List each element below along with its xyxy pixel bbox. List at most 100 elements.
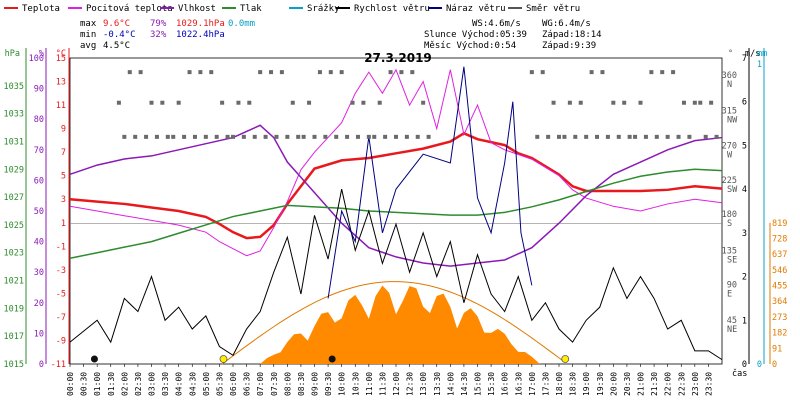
wind-direction-marker — [394, 134, 398, 139]
radiation-tick-label: 182 — [772, 329, 787, 339]
hum-tick-label: 90 — [34, 85, 44, 95]
x-tick-label: 05:30 — [215, 372, 224, 396]
stats-max-hum: 79% — [150, 19, 167, 29]
temp-tick-label: 3 — [61, 195, 66, 205]
hpa-tick-label: 1025 — [4, 221, 24, 231]
legend-label: Směr větru — [526, 4, 580, 14]
stats-block: max 9.6°C 79% 1029.1hPa 0.0mm min -0.4°C… — [80, 19, 602, 51]
x-tick-label: 20:30 — [623, 372, 632, 396]
hum-tick-label: 80 — [34, 115, 44, 125]
wind-direction-marker — [269, 70, 274, 75]
wind-direction-marker — [355, 134, 360, 139]
legend-label: Vlhkost — [178, 4, 216, 14]
wind-tick-label: 7 — [742, 54, 747, 64]
x-tick-label: 23:00 — [691, 372, 700, 396]
wind-direction-marker — [660, 70, 665, 75]
radiation-tick-label: 728 — [772, 234, 787, 244]
dir-tick-label: 360 — [722, 71, 737, 81]
legend-label: Pocitová teplota — [86, 4, 173, 14]
hpa-tick-label: 1015 — [4, 360, 24, 370]
wind-direction-marker — [301, 134, 306, 139]
temp-tick-label: 15 — [56, 54, 66, 64]
temp-tick-label: 7 — [61, 148, 66, 158]
wind-direction-marker — [529, 70, 534, 75]
x-tick-label: 17:30 — [541, 372, 550, 396]
wind-direction-marker — [383, 134, 388, 139]
legend-entry: Tlak — [222, 4, 262, 14]
x-tick-label: 07:00 — [256, 372, 265, 396]
x-tick-label: 22:30 — [677, 372, 686, 396]
wind-direction-marker — [595, 134, 600, 139]
hum-tick-label: 20 — [34, 299, 44, 309]
wind-direction-marker — [116, 100, 121, 105]
x-tick-label: 10:30 — [351, 372, 360, 396]
moonrise-marker — [90, 355, 98, 363]
wind-direction-marker — [567, 100, 572, 105]
series-line-pocitová-teplota — [69, 68, 723, 257]
wind-direction-marker — [247, 100, 252, 105]
stats-avg-temp: 4.5°C — [103, 41, 130, 51]
legend-entry: Náraz větru — [428, 4, 506, 14]
wind-direction-marker — [323, 134, 328, 139]
radiation-tick-label: 0 — [772, 360, 777, 370]
wind-tick-label: 0 — [742, 360, 747, 370]
wind-direction-marker — [149, 100, 154, 105]
dir-tick-label: S — [727, 219, 732, 229]
wind-direction-marker — [627, 134, 632, 139]
x-tick-label: 03:30 — [161, 372, 170, 396]
x-tick-label: 08:00 — [283, 372, 292, 396]
moonset-marker — [328, 355, 336, 363]
wind-direction-marker — [350, 100, 355, 105]
wind-direction-marker — [584, 134, 589, 139]
wind-tick-label: 2 — [742, 273, 747, 283]
wind-direction-marker — [388, 70, 393, 75]
wind-direction-marker — [285, 134, 290, 139]
temp-tick-label: -11 — [51, 360, 66, 370]
wind-tick-label: 3 — [742, 229, 747, 239]
wind-direction-marker — [328, 70, 333, 75]
hpa-tick-label: 1021 — [4, 277, 24, 287]
wind-direction-marker — [372, 134, 377, 139]
x-tick-label: 00:00 — [66, 372, 75, 396]
legend-entry: Směr větru — [508, 4, 580, 14]
wind-direction-marker — [687, 134, 692, 139]
hpa-tick-label: 1035 — [4, 82, 24, 92]
hum-tick-label: 0 — [39, 360, 44, 370]
wind-direction-marker — [171, 134, 176, 139]
dir-tick-label: 90 — [727, 281, 737, 291]
wind-direction-marker — [133, 134, 138, 139]
radiation-area — [260, 285, 540, 364]
stats-avg-label: avg — [80, 41, 96, 51]
wind-axis-label: m/s — [745, 49, 760, 59]
x-tick-label: 19:30 — [596, 372, 605, 396]
wind-direction-marker — [557, 134, 561, 139]
wind-direction-marker — [703, 134, 708, 139]
x-tick-label: 15:00 — [474, 372, 483, 396]
wind-direction-marker — [198, 70, 203, 75]
dir-tick-label: SE — [727, 255, 737, 265]
hpa-tick-label: 1029 — [4, 165, 24, 175]
hum-tick-label: 50 — [34, 207, 44, 217]
legend-entry: Srážky — [289, 4, 340, 14]
hpa-tick-label: 1027 — [4, 193, 24, 203]
series-line-teplota — [69, 131, 723, 240]
radiation-tick-label: 819 — [772, 219, 787, 229]
x-tick-label: 09:00 — [311, 372, 320, 396]
stats-min-hum: 32% — [150, 30, 167, 40]
radiation-tick-label: 455 — [772, 282, 787, 292]
hum-tick-label: 10 — [34, 329, 44, 339]
wind-direction-marker — [616, 134, 621, 139]
radiation-tick-label: 273 — [772, 313, 787, 323]
legend-label: Srážky — [307, 4, 340, 14]
wind-direction-marker — [220, 100, 225, 105]
wind-direction-marker — [410, 70, 415, 75]
wind-direction-marker — [361, 100, 366, 105]
x-tick-label: 20:00 — [609, 372, 618, 396]
x-tick-label: 04:00 — [175, 372, 184, 396]
x-tick-label: 03:00 — [148, 372, 157, 396]
wind-direction-marker — [290, 100, 295, 105]
temp-tick-label: -9 — [56, 336, 66, 346]
wind-direction-marker — [535, 134, 540, 139]
wind-direction-marker — [317, 70, 322, 75]
temp-tick-label: -5 — [56, 289, 66, 299]
